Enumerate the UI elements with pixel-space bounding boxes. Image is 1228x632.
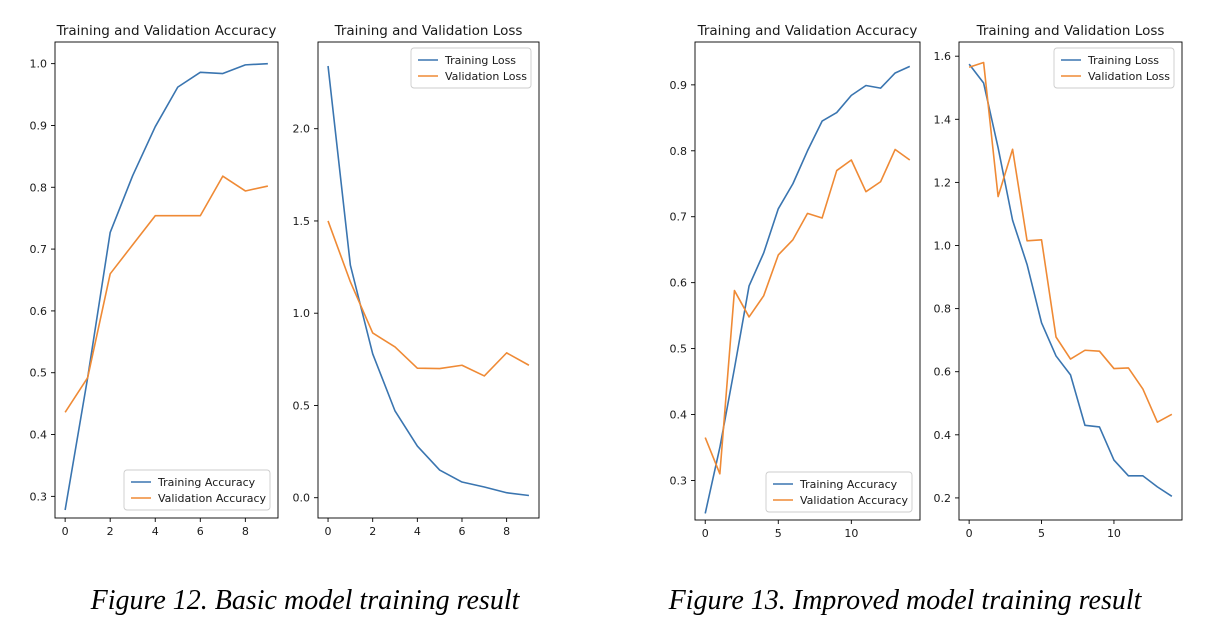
series-line-validation-accuracy — [64, 175, 269, 413]
axes-frame — [54, 41, 279, 519]
x-tick-label: 8 — [503, 525, 510, 538]
series-line-training-loss — [968, 63, 1173, 498]
y-tick-label: 0.3 — [30, 490, 48, 503]
x-tick-label: 8 — [242, 525, 249, 538]
x-tick-label: 4 — [152, 525, 159, 538]
chart-title: Training and Validation Loss — [976, 23, 1165, 39]
legend-entry: Training Accuracy — [157, 476, 256, 489]
axes-frame — [694, 41, 921, 521]
x-tick-label: 10 — [844, 527, 858, 540]
x-tick-label: 0 — [702, 527, 709, 540]
y-tick-label: 0.8 — [670, 145, 688, 158]
chart-title: Training and Validation Accuracy — [56, 23, 277, 39]
legend-box — [410, 47, 532, 89]
x-tick-label: 5 — [775, 527, 782, 540]
legend-entry: Validation Accuracy — [800, 494, 909, 507]
y-tick-label: 0.6 — [30, 305, 48, 318]
y-tick-label: 0.5 — [670, 343, 688, 356]
y-tick-label: 0.8 — [30, 181, 48, 194]
y-tick-label: 0.7 — [670, 211, 688, 224]
chart-title: Training and Validation Loss — [334, 23, 523, 39]
x-tick-label: 2 — [107, 525, 114, 538]
chart-2: Training and Validation Loss 0 2 4 6 8 0.0 0.5 1… — [293, 23, 540, 538]
series-line-validation-loss — [327, 220, 530, 377]
series-line-training-accuracy — [704, 65, 911, 514]
x-tick-label: 5 — [1038, 527, 1045, 540]
x-tick-label: 2 — [369, 525, 376, 538]
figure-12-caption: Figure 12. Basic model training result — [90, 585, 520, 616]
y-tick-label: 0.7 — [30, 243, 48, 256]
series-line-training-accuracy — [64, 62, 268, 511]
legend-entry: Training Loss — [444, 54, 516, 67]
y-tick-label: 1.5 — [293, 215, 311, 228]
y-tick-label: 0.6 — [934, 366, 952, 379]
x-tick-label: 6 — [197, 525, 204, 538]
y-tick-label: 0.5 — [30, 367, 48, 380]
y-tick-label: 1.0 — [30, 58, 48, 71]
series-line-training-loss — [327, 65, 530, 497]
legend-entry: Validation Loss — [1088, 70, 1170, 83]
y-tick-label: 1.0 — [934, 240, 952, 253]
y-tick-label: 0.3 — [670, 474, 688, 487]
legend-box — [765, 471, 913, 513]
chart-3: Training and Validation Accuracy 0 5 10 0.3 0… — [670, 23, 921, 540]
legend-box — [1053, 47, 1175, 89]
legend: Training Loss Validation Loss — [410, 47, 532, 89]
y-tick-label: 0.5 — [293, 399, 311, 412]
legend-entry: Validation Accuracy — [158, 492, 267, 505]
x-tick-label: 10 — [1107, 527, 1121, 540]
y-tick-label: 0.9 — [30, 119, 48, 132]
y-tick-label: 1.6 — [934, 50, 952, 63]
y-tick-label: 0.0 — [293, 492, 311, 505]
chart-1: Training and Validation Accuracy 0 2 4 6 8 0.3… — [30, 23, 279, 538]
legend: Training Loss Validation Loss — [1053, 47, 1175, 89]
y-tick-label: 0.2 — [934, 492, 952, 505]
y-tick-label: 1.0 — [293, 307, 311, 320]
series-line-validation-accuracy — [704, 148, 911, 475]
chart-4: Training and Validation Loss 0 5 10 0.2 0.4 0.… — [934, 23, 1183, 540]
axes-frame — [317, 41, 540, 519]
y-tick-label: 0.4 — [934, 429, 952, 442]
legend: Training Accuracy Validation Accuracy — [765, 471, 913, 513]
x-tick-label: 0 — [62, 525, 69, 538]
figure-13-caption: Figure 13. Improved model training resul… — [668, 585, 1142, 616]
series-line-validation-loss — [968, 61, 1173, 423]
legend-entry: Training Accuracy — [799, 478, 898, 491]
x-tick-label: 0 — [966, 527, 973, 540]
legend-entry: Validation Loss — [445, 70, 527, 83]
legend-box — [123, 469, 271, 511]
x-tick-label: 6 — [458, 525, 465, 538]
y-tick-label: 0.4 — [670, 409, 688, 422]
y-tick-label: 1.4 — [934, 113, 952, 126]
y-tick-label: 0.9 — [670, 79, 688, 92]
y-tick-label: 2.0 — [293, 123, 311, 136]
x-tick-label: 0 — [325, 525, 332, 538]
legend-entry: Training Loss — [1087, 54, 1159, 67]
y-tick-label: 0.4 — [30, 429, 48, 442]
y-tick-label: 1.2 — [934, 176, 952, 189]
y-tick-label: 0.8 — [934, 303, 952, 316]
y-tick-label: 0.6 — [670, 277, 688, 290]
chart-title: Training and Validation Accuracy — [697, 23, 918, 39]
axes-frame — [958, 41, 1183, 521]
legend: Training Accuracy Validation Accuracy — [123, 469, 271, 511]
x-tick-label: 4 — [414, 525, 421, 538]
